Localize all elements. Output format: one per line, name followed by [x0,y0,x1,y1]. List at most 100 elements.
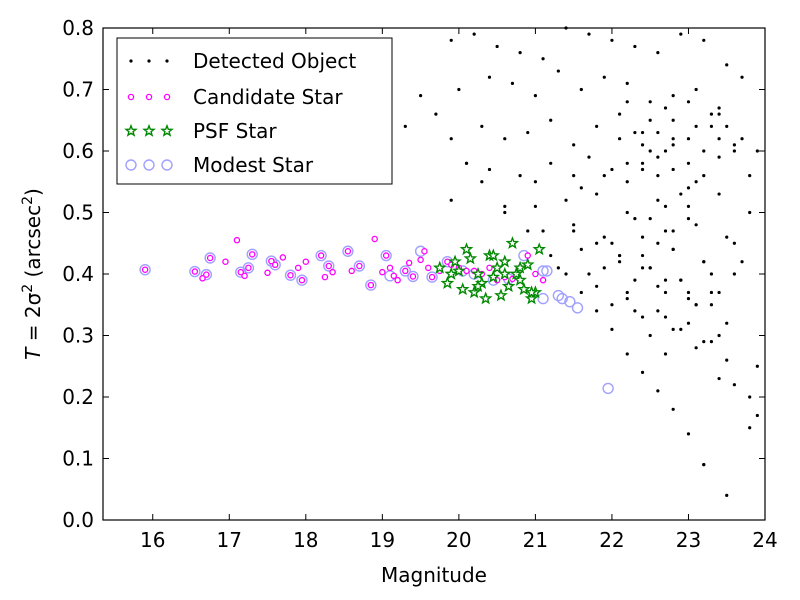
y-tick-label: 0.5 [62,201,94,225]
detected-object-point [633,217,637,221]
detected-object-point [617,253,622,258]
psf-star-point [459,242,474,256]
detected-object-point [595,309,599,313]
detected-object-point [686,297,691,301]
modest-star-point [564,295,576,308]
detected-object-point [572,223,576,227]
psf-star-point [467,285,482,299]
detected-object-point [533,180,538,184]
modest-star-point [265,255,278,267]
modest-star-point [200,268,213,281]
detected-object-point [656,174,660,178]
detected-object-point [732,149,736,153]
modest-star-point [284,269,297,281]
detected-object-point [518,174,522,178]
candidate-star-point [298,276,306,284]
psf-star-point [455,282,470,296]
detected-object-point [572,229,576,233]
x-tick-label: 18 [293,528,318,552]
detected-object-point [541,57,545,61]
detected-object-point [656,284,660,288]
detected-object-point [633,44,637,49]
detected-object-point [587,155,591,159]
detected-object-point [694,346,698,350]
x-tick-label: 22 [599,528,624,552]
modest-star-points [139,245,614,395]
detected-object-point [610,241,614,245]
detected-object-point [686,137,691,141]
detected-object-point [617,137,622,141]
detected-object-point [602,235,606,239]
candidate-star-point [539,276,547,284]
psf-star-point [486,269,501,283]
candidate-star-point [264,269,271,277]
detected-object-point [480,180,484,184]
detected-object-point [640,253,645,258]
modest-star-point [537,265,549,277]
detected-object-point [694,223,698,227]
detected-object-point [595,192,599,196]
detected-object-point [717,137,721,141]
detected-object-point [625,180,629,184]
detected-object-point [732,143,736,147]
detected-object-point [610,327,614,331]
detected-object-point [694,180,698,184]
psf-star-point [471,279,485,293]
psf-star-point [509,266,524,280]
modest-star-point [296,274,308,286]
candidate-star-point [271,261,279,269]
psf-star-point [532,242,547,256]
detected-object-point [663,149,668,153]
detected-object-point [679,278,683,282]
detected-object-point [617,260,622,264]
detected-object-point [694,87,698,92]
modest-star-point [552,289,565,302]
modest-star-point [189,265,201,278]
psf-star-point [517,282,531,296]
x-tick-label: 16 [140,528,165,552]
candidate-star-point [203,271,210,278]
candidate-star-point [532,270,539,278]
detected-object-point [625,81,629,85]
detected-object-point [717,106,721,110]
detected-object-point [725,358,729,362]
detected-object-point [648,217,652,221]
detected-object-point [671,143,675,147]
candidate-star-point [233,236,241,244]
candidate-star-point [268,257,275,265]
y-tick-label: 0.4 [62,262,94,286]
detected-object-point [679,32,683,36]
detected-object-point [732,272,736,276]
detected-object-point [541,229,545,233]
legend-marker-psf-star-point [160,123,174,137]
detected-object-point [503,210,507,215]
legend-label-psf: PSF Star [193,119,277,143]
detected-object-point [640,161,645,165]
candidate-star-point [356,262,363,270]
modest-star-point [204,252,216,264]
detected-object-point [709,124,714,128]
candidate-star-point [199,275,206,282]
detected-object-point [740,260,744,264]
legend-markers [124,59,174,171]
detected-object-point [640,235,645,239]
candidate-star-point [405,259,413,267]
x-tick-label: 23 [676,528,701,552]
legend-marker-modest-star-point [125,159,137,171]
detected-object-point [663,229,668,233]
modest-star-point [426,271,438,283]
detected-object-point [702,463,706,467]
modest-star-point [365,279,377,291]
detected-object-point [419,94,423,98]
candidate-star-point [348,267,355,275]
detected-object-point [625,210,629,215]
detected-object-point [464,161,469,165]
detected-object-point [579,87,583,92]
detected-object-point [663,278,668,282]
detected-object-point [671,247,675,251]
modest-star-point [269,259,281,271]
detected-object-point [633,130,637,135]
y-tick-label: 0.7 [62,78,94,102]
modest-star-point [571,302,584,314]
